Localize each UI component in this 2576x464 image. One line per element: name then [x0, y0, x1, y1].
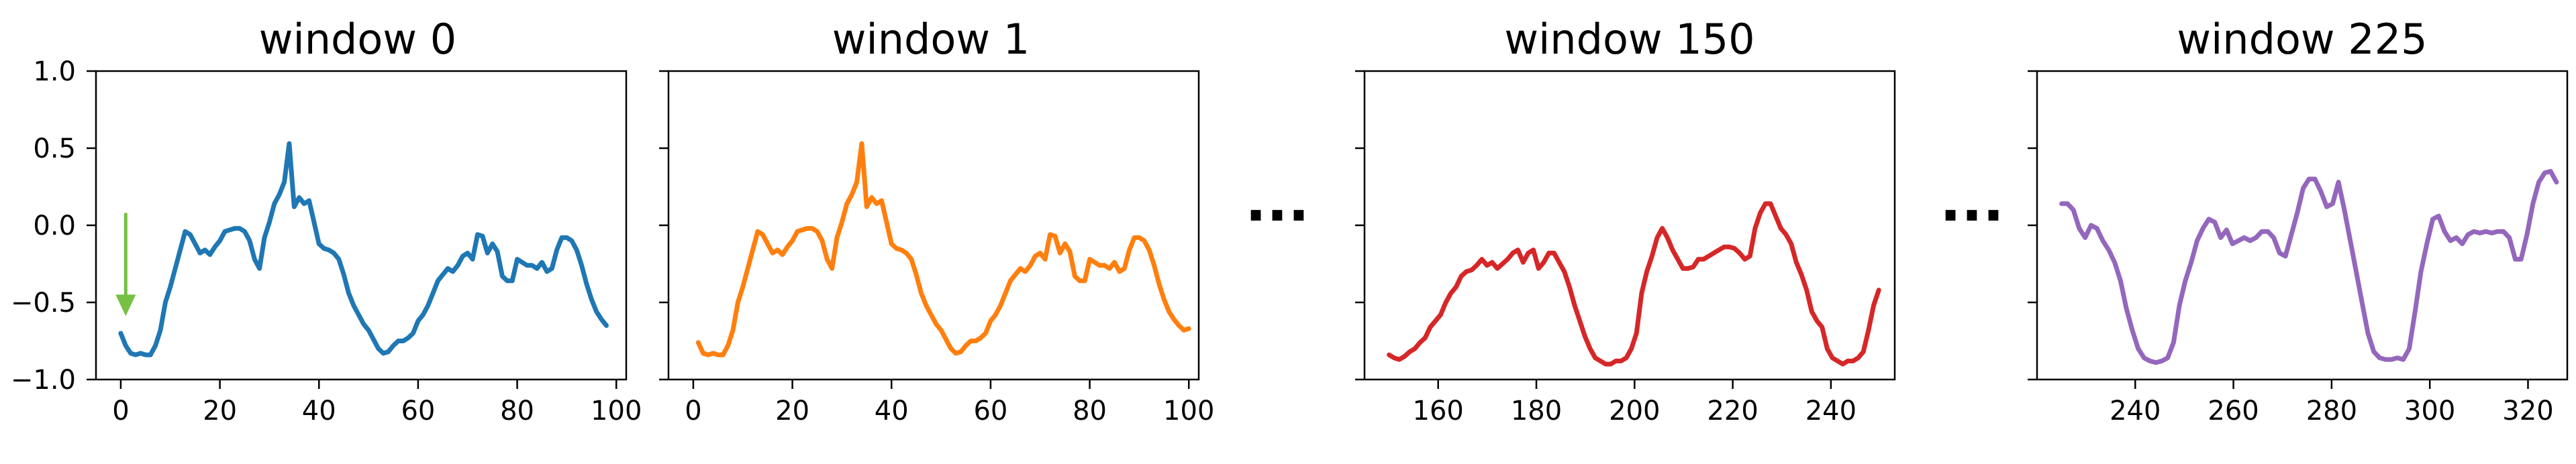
x-tick-label-0-60: 60 [401, 396, 435, 426]
annotation-arrow-head [115, 294, 136, 316]
ellipsis-2: ··· [1940, 182, 2004, 248]
plot-area-0: 0 20 40 60 80 100 −1.0 −0.5 0.0 0.5 1.0 [11, 56, 642, 426]
x-tick-label-2-220: 220 [1707, 396, 1758, 426]
x-tick-label-0-80: 80 [500, 396, 534, 426]
panel-title-0: window 0 [259, 15, 456, 64]
axes-frame-3 [2036, 70, 2569, 381]
axes-frame-0 [95, 70, 628, 381]
series-line-2 [1387, 201, 1881, 367]
panel-window-150: window 150 160 180 200 220 240 [1355, 15, 1896, 426]
x-tick-label-3-260: 260 [2208, 396, 2259, 426]
x-tick-label-2-180: 180 [1511, 396, 1562, 426]
plot-area-225: 240 260 280 300 320 [2028, 70, 2569, 426]
x-tick-label-1-0: 0 [685, 396, 701, 426]
x-tick-label-0-40: 40 [302, 396, 336, 426]
x-tick-label-0-100: 100 [591, 396, 642, 426]
panel-window-0: window 0 0 20 40 60 80 100 −1.0 −0.5 0.0 0.5 1.0 [11, 15, 642, 426]
y-tick-label-0: −1.0 [11, 365, 76, 396]
x-tick-label-3-300: 300 [2404, 396, 2455, 426]
x-tick-label-1-40: 40 [875, 396, 909, 426]
x-tick-label-2-200: 200 [1609, 396, 1660, 426]
x-tick-label-0-0: 0 [112, 396, 129, 426]
x-tick-label-2-160: 160 [1413, 396, 1464, 426]
x-tick-label-1-60: 60 [973, 396, 1007, 426]
axes-frame-2 [1363, 70, 1896, 381]
x-tick-label-3-280: 280 [2306, 396, 2357, 426]
panel-title-150: window 150 [1504, 15, 1754, 64]
panel-title-1: window 1 [832, 15, 1030, 64]
x-tick-label-1-100: 100 [1163, 396, 1214, 426]
x-tick-label-1-80: 80 [1073, 396, 1107, 426]
y-tick-label-2: 0.0 [33, 211, 76, 241]
y-tick-label-1: −0.5 [11, 288, 76, 318]
plot-area-150: 160 180 200 220 240 [1355, 70, 1896, 426]
y-tick-label-3: 0.5 [33, 133, 76, 164]
series-line-1 [695, 141, 1191, 357]
x-tick-label-3-240: 240 [2110, 396, 2161, 426]
axes-frame-1 [667, 70, 1200, 381]
x-tick-label-0-20: 20 [203, 396, 237, 426]
x-tick-label-3-320: 320 [2502, 396, 2553, 426]
y-tick-label-4: 1.0 [33, 56, 76, 87]
ellipsis-1: ··· [1245, 182, 1309, 248]
x-tick-label-2-240: 240 [1805, 396, 1856, 426]
panel-window-225: window 225 240 260 280 300 320 [2028, 15, 2569, 426]
panel-title-225: window 225 [2177, 15, 2427, 64]
panel-window-1: window 1 0 20 40 60 80 100 [659, 15, 1214, 426]
series-line-3 [2059, 169, 2559, 365]
x-tick-label-1-20: 20 [775, 396, 809, 426]
series-line-0 [118, 141, 609, 357]
plot-area-1: 0 20 40 60 80 100 [659, 70, 1214, 426]
